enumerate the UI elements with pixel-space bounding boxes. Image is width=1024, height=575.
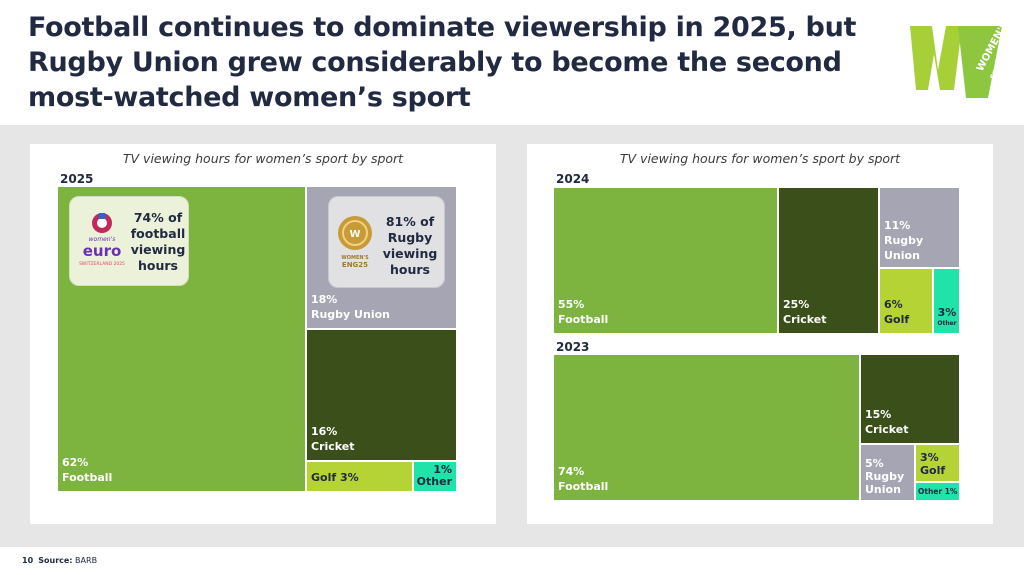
tile-label: 55% Football: [558, 297, 608, 327]
tile-cricket-2023: 15% Cricket: [860, 354, 960, 444]
tile-pct: 6%: [884, 298, 903, 311]
tile-name: Football: [558, 313, 609, 326]
callout-rugby-text: 81% of Rugby viewing hours: [382, 214, 438, 277]
tile-pct: 25%: [783, 298, 810, 311]
tile-golf-2024: 6% Golf: [879, 268, 933, 334]
tile-name: Football: [558, 480, 609, 493]
chart-caption-2024: TV viewing hours for women’s sport by sp…: [619, 151, 901, 166]
tile-label: 11% Rugby Union: [884, 218, 923, 263]
tile-pct: 55%: [558, 298, 585, 311]
source-value: BARB: [75, 556, 98, 565]
tile-label: 6% Golf: [884, 297, 909, 327]
tile-label: 1% Other: [417, 464, 452, 488]
callout-rugby: W WOMEN'S ENG25 81% of Rugby viewing hou…: [328, 196, 445, 288]
tile-rugby-2023: 5% Rugby Union: [860, 444, 915, 501]
tile-golf-2025: Golf 3%: [306, 461, 413, 492]
tile-pct: 18%: [311, 293, 338, 306]
tile-name: Golf: [920, 464, 946, 477]
tile-name: Cricket: [311, 440, 355, 453]
svg-text:W: W: [349, 229, 360, 240]
tile-name: Rugby: [884, 234, 924, 247]
year-label-2025: 2025: [60, 172, 94, 186]
tile-pct: 3%: [920, 451, 939, 464]
svg-text:ENG25: ENG25: [342, 261, 368, 269]
tile-label: Other 1%: [918, 487, 958, 496]
tile-name: Union: [865, 483, 901, 496]
tile-pct: 1%: [433, 463, 452, 476]
tile-rugby-2024: 11% Rugby Union: [879, 187, 960, 268]
tile-name: Other: [937, 320, 957, 327]
header: Football continues to dominate viewershi…: [0, 0, 1024, 125]
womens-euro-logo: women's euro SWITZERLAND 2025: [79, 213, 125, 267]
tile-name: Rugby: [865, 470, 905, 483]
page-title: Football continues to dominate viewershi…: [28, 12, 857, 113]
tile-name: Football: [62, 471, 113, 484]
svg-text:SWITZERLAND 2025: SWITZERLAND 2025: [79, 261, 125, 267]
tile-label: 15% Cricket: [865, 407, 909, 437]
tile-name: Rugby Union: [311, 308, 390, 321]
tile-other-2023: Other 1%: [915, 482, 960, 501]
tile-label: Golf 3%: [311, 471, 359, 484]
svg-text:euro: euro: [83, 242, 122, 260]
tile-label: 62% Football: [62, 455, 112, 485]
tile-pct: 16%: [311, 425, 338, 438]
tile-cricket-2025: 16% Cricket: [306, 329, 457, 461]
tile-golf-2023: 3% Golf: [915, 444, 960, 482]
tile-label: 74% Football: [558, 464, 608, 494]
tile-pct: 62%: [62, 456, 89, 469]
tile-name: Golf: [884, 313, 910, 326]
womens-sport-trust-logo: WOMEN'S SPORT TRUST: [910, 20, 1008, 98]
tile-name: Union: [884, 249, 920, 262]
tile-name: Other: [416, 475, 452, 488]
tile-label: 25% Cricket: [783, 297, 827, 327]
tile-label: 3% Golf: [920, 451, 945, 477]
source-label: Source:: [38, 556, 73, 565]
tile-other-2024: 3% Other: [933, 268, 960, 334]
tile-pct: 15%: [865, 408, 892, 421]
tile-pct: 74%: [558, 465, 585, 478]
year-label-2023: 2023: [556, 340, 590, 354]
chart-caption-2025: TV viewing hours for women’s sport by sp…: [122, 151, 404, 166]
tile-label: 18% Rugby Union: [311, 292, 390, 322]
tile-football-2023: 74% Football: [553, 354, 860, 501]
source-note: 10 Source: BARB: [22, 556, 97, 565]
tile-name: Cricket: [865, 423, 909, 436]
page-number: 10: [22, 556, 34, 565]
tile-cricket-2024: 25% Cricket: [778, 187, 879, 334]
tile-pct: 5%: [865, 457, 884, 470]
tile-pct: 3%: [937, 306, 957, 319]
tile-label: 5% Rugby Union: [865, 457, 904, 496]
rugby-world-cup-logo: W WOMEN'S ENG25: [338, 216, 372, 269]
tile-pct: 11%: [884, 219, 911, 232]
footer: [0, 547, 1024, 575]
tile-other-2025: 1% Other: [413, 461, 457, 492]
tile-label: 16% Cricket: [311, 424, 355, 454]
callout-euro-text: 74% of football viewing hours: [130, 210, 186, 273]
svg-text:women's: women's: [89, 236, 116, 243]
svg-text:WOMEN'S: WOMEN'S: [341, 255, 369, 261]
tile-football-2024: 55% Football: [553, 187, 778, 334]
tile-label: 3% Other: [936, 305, 958, 328]
year-label-2024: 2024: [556, 172, 590, 186]
tile-name: Cricket: [783, 313, 827, 326]
callout-euro: women's euro SWITZERLAND 2025 74% of foo…: [69, 196, 189, 286]
